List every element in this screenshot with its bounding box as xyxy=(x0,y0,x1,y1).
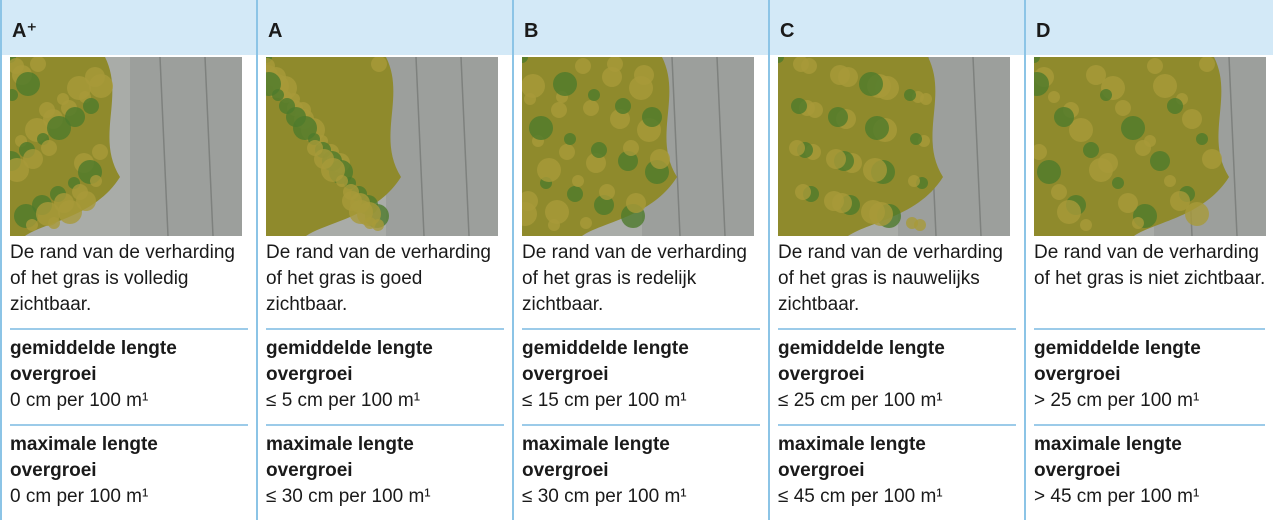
separator xyxy=(778,328,1016,330)
average-block: gemiddelde lengte overgroei≤ 5 cm per 10… xyxy=(266,336,504,420)
maximum-label: maximale lengte overgroei xyxy=(522,432,760,484)
description: De rand van de verharding of het gras is… xyxy=(266,240,504,324)
photo xyxy=(10,57,242,236)
average-block: gemiddelde lengte overgroei≤ 15 cm per 1… xyxy=(522,336,760,420)
grade-column: B De rand van de verharding of het gras i… xyxy=(514,0,770,520)
average-value: ≤ 5 cm per 100 m¹ xyxy=(266,388,504,414)
quality-table: A⁺ De rand van de verharding of het gras … xyxy=(0,0,1273,520)
average-block: gemiddelde lengte overgroei> 25 cm per 1… xyxy=(1034,336,1272,420)
photo xyxy=(778,57,1010,236)
average-value: ≤ 15 cm per 100 m¹ xyxy=(522,388,760,414)
description: De rand van de verharding of het gras is… xyxy=(778,240,1016,324)
maximum-label: maximale lengte overgroei xyxy=(1034,432,1272,484)
grade-header: B xyxy=(514,0,768,55)
description: De rand van de verharding of het gras is… xyxy=(1034,240,1272,324)
average-value: > 25 cm per 100 m¹ xyxy=(1034,388,1272,414)
average-label: gemiddelde lengte overgroei xyxy=(522,336,760,388)
grade-column: C De rand van de verharding of het gras i… xyxy=(770,0,1026,520)
average-label: gemiddelde lengte overgroei xyxy=(266,336,504,388)
maximum-value: ≤ 45 cm per 100 m¹ xyxy=(778,484,1016,510)
maximum-value: ≤ 30 cm per 100 m¹ xyxy=(522,484,760,510)
maximum-value: 0 cm per 100 m¹ xyxy=(10,484,248,510)
average-label: gemiddelde lengte overgroei xyxy=(1034,336,1272,388)
average-block: gemiddelde lengte overgroei≤ 25 cm per 1… xyxy=(778,336,1016,420)
separator xyxy=(1034,424,1265,426)
maximum-value: > 45 cm per 100 m¹ xyxy=(1034,484,1272,510)
maximum-label: maximale lengte overgroei xyxy=(266,432,504,484)
grade-column: A⁺ De rand van de verharding of het gras … xyxy=(2,0,258,520)
photo xyxy=(266,57,498,236)
separator xyxy=(778,424,1016,426)
maximum-block: maximale lengte overgroei≤ 30 cm per 100… xyxy=(522,432,760,516)
separator xyxy=(522,328,760,330)
maximum-label: maximale lengte overgroei xyxy=(10,432,248,484)
separator xyxy=(10,328,248,330)
average-value: ≤ 25 cm per 100 m¹ xyxy=(778,388,1016,414)
maximum-block: maximale lengte overgroei≤ 30 cm per 100… xyxy=(266,432,504,516)
separator xyxy=(266,328,504,330)
description: De rand van de verharding of het gras is… xyxy=(522,240,760,324)
maximum-label: maximale lengte overgroei xyxy=(778,432,1016,484)
maximum-value: ≤ 30 cm per 100 m¹ xyxy=(266,484,504,510)
average-value: 0 cm per 100 m¹ xyxy=(10,388,248,414)
grade-column: D De rand van de verharding of het gras i… xyxy=(1026,0,1273,520)
grade-header: A xyxy=(258,0,512,55)
description: De rand van de verharding of het gras is… xyxy=(10,240,248,324)
separator xyxy=(522,424,760,426)
average-label: gemiddelde lengte overgroei xyxy=(10,336,248,388)
average-label: gemiddelde lengte overgroei xyxy=(778,336,1016,388)
photo xyxy=(522,57,754,236)
grade-header: A⁺ xyxy=(2,0,256,55)
maximum-block: maximale lengte overgroei≤ 45 cm per 100… xyxy=(778,432,1016,516)
photo xyxy=(1034,57,1266,236)
separator xyxy=(266,424,504,426)
grade-column: A De rand van de verharding of het gras i… xyxy=(258,0,514,520)
grade-header: C xyxy=(770,0,1024,55)
separator xyxy=(1034,328,1265,330)
separator xyxy=(10,424,248,426)
maximum-block: maximale lengte overgroei> 45 cm per 100… xyxy=(1034,432,1272,516)
grade-header: D xyxy=(1026,0,1273,55)
